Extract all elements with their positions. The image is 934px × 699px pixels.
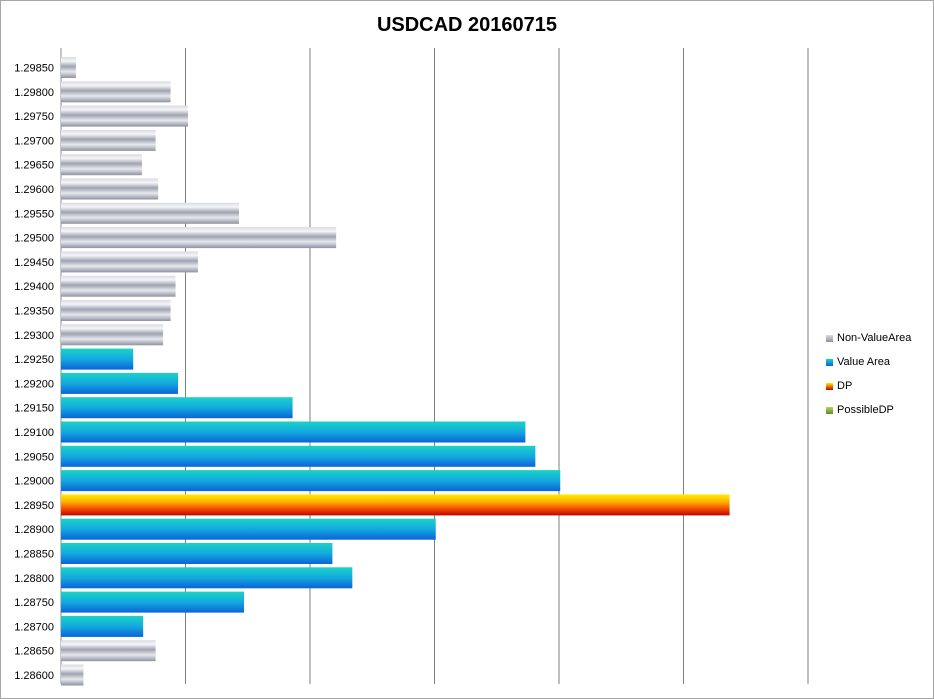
bar-non-valuearea-1-29800 [61,81,171,103]
y-tick-label: 1.29600 [14,184,54,196]
legend-item: DP [826,374,911,398]
y-tick-label: 1.29100 [14,427,54,439]
bar-non-valuearea-1-29600 [61,178,159,200]
y-tick-label: 1.29750 [14,111,54,123]
legend-item: Value Area [826,350,911,374]
y-tick-label: 1.28750 [14,597,54,609]
y-tick-label: 1.29200 [14,378,54,390]
y-tick-label: 1.29850 [14,63,54,75]
bar-value-area-1-29150 [61,397,293,419]
y-tick-label: 1.29800 [14,87,54,99]
y-tick-label: 1.29400 [14,281,54,293]
legend-swatch [826,406,833,414]
y-tick-label: 1.29300 [14,330,54,342]
bar-value-area-1-28750 [61,591,245,613]
bar-non-valuearea-1-29750 [61,105,188,127]
legend-item: Non-ValueArea [826,326,911,350]
bar-non-valuearea-1-29850 [61,57,76,78]
y-tick-label: 1.29700 [14,135,54,147]
bar-value-area-1-28850 [61,543,333,564]
chart-legend: Non-ValueArea Value Area DP PossibleDP [826,326,911,422]
y-tick-label: 1.28650 [14,646,54,658]
bar-non-valuearea-1-28650 [61,640,156,662]
y-tick-label: 1.29550 [14,208,54,220]
bar-non-valuearea-1-29700 [61,129,156,151]
bar-value-area-1-28900 [61,518,436,540]
bar-non-valuearea-1-29550 [61,202,240,224]
y-tick-label: 1.28600 [14,670,54,682]
bar-dp-1-28950 [61,494,730,516]
legend-swatch [826,358,833,366]
y-tick-label: 1.28900 [14,524,54,536]
legend-label: PossibleDP [837,404,894,416]
bar-value-area-1-29250 [61,348,134,370]
bar-value-area-1-28800 [61,567,353,589]
legend-swatch [826,334,833,342]
y-tick-label: 1.29250 [14,354,54,366]
y-tick-label: 1.29350 [14,306,54,318]
bar-non-valuearea-1-29500 [61,227,337,249]
chart-title: USDCAD 20160715 [376,14,558,36]
y-tick-label: 1.29450 [14,257,54,269]
y-tick-label: 1.29650 [14,160,54,172]
y-tick-label: 1.28700 [14,621,54,633]
y-tick-label: 1.28800 [14,573,54,585]
legend-swatch [826,382,833,390]
legend-label: DP [837,380,853,392]
legend-item: PossibleDP [826,398,911,422]
y-tick-label: 1.29000 [14,476,54,488]
bar-value-area-1-28700 [61,615,144,637]
bar-value-area-1-29000 [61,470,561,492]
bar-non-valuearea-1-29300 [61,324,164,346]
legend-label: Non-ValueArea [837,332,912,344]
y-tick-label: 1.29500 [14,233,54,245]
bar-non-valuearea-1-29650 [61,154,142,176]
y-tick-label: 1.28950 [14,500,54,512]
bar-non-valuearea-1-29450 [61,251,198,273]
bar-non-valuearea-1-29400 [61,275,176,297]
bar-value-area-1-29200 [61,372,179,394]
bar-value-area-1-29050 [61,445,536,467]
bar-non-valuearea-1-29350 [61,300,171,321]
bar-non-valuearea-1-28600 [61,664,84,686]
bar-value-area-1-29100 [61,421,526,443]
y-tick-label: 1.29150 [14,403,54,415]
y-tick-label: 1.29050 [14,451,54,463]
y-tick-label: 1.28850 [14,549,54,561]
legend-label: Value Area [837,356,891,368]
